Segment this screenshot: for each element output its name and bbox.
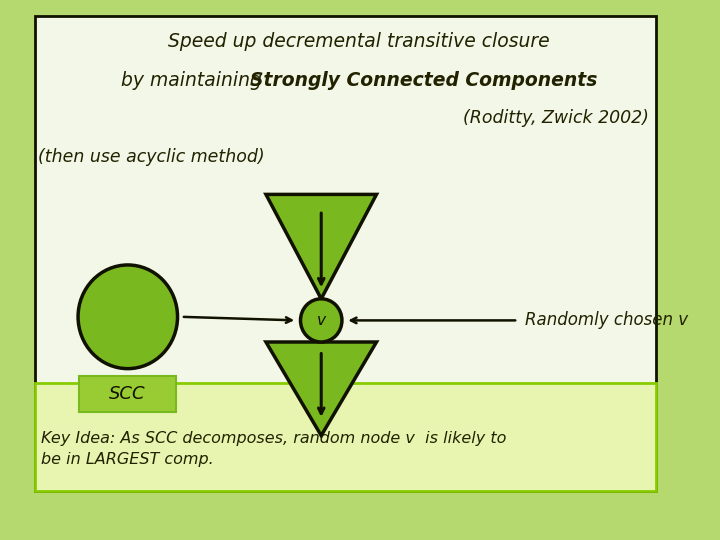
Text: Key Idea: As SCC decomposes, random node v  is likely to
be in LARGEST comp.: Key Idea: As SCC decomposes, random node… [42,430,507,467]
Text: (Roditty, Zwick 2002): (Roditty, Zwick 2002) [464,110,649,127]
Text: (then use acyclic method): (then use acyclic method) [38,147,265,166]
Text: by maintaining: by maintaining [121,71,274,90]
Text: Randomly chosen v: Randomly chosen v [525,312,688,329]
Text: Speed up decremental transitive closure: Speed up decremental transitive closure [168,32,550,51]
FancyBboxPatch shape [35,16,656,491]
Text: Strongly Connected Components: Strongly Connected Components [250,71,598,90]
Text: v: v [317,313,325,328]
Text: SCC: SCC [109,385,145,403]
Circle shape [300,299,342,342]
Polygon shape [266,342,377,436]
Circle shape [78,265,178,369]
FancyBboxPatch shape [35,383,656,491]
FancyBboxPatch shape [78,376,176,412]
Polygon shape [266,194,377,299]
